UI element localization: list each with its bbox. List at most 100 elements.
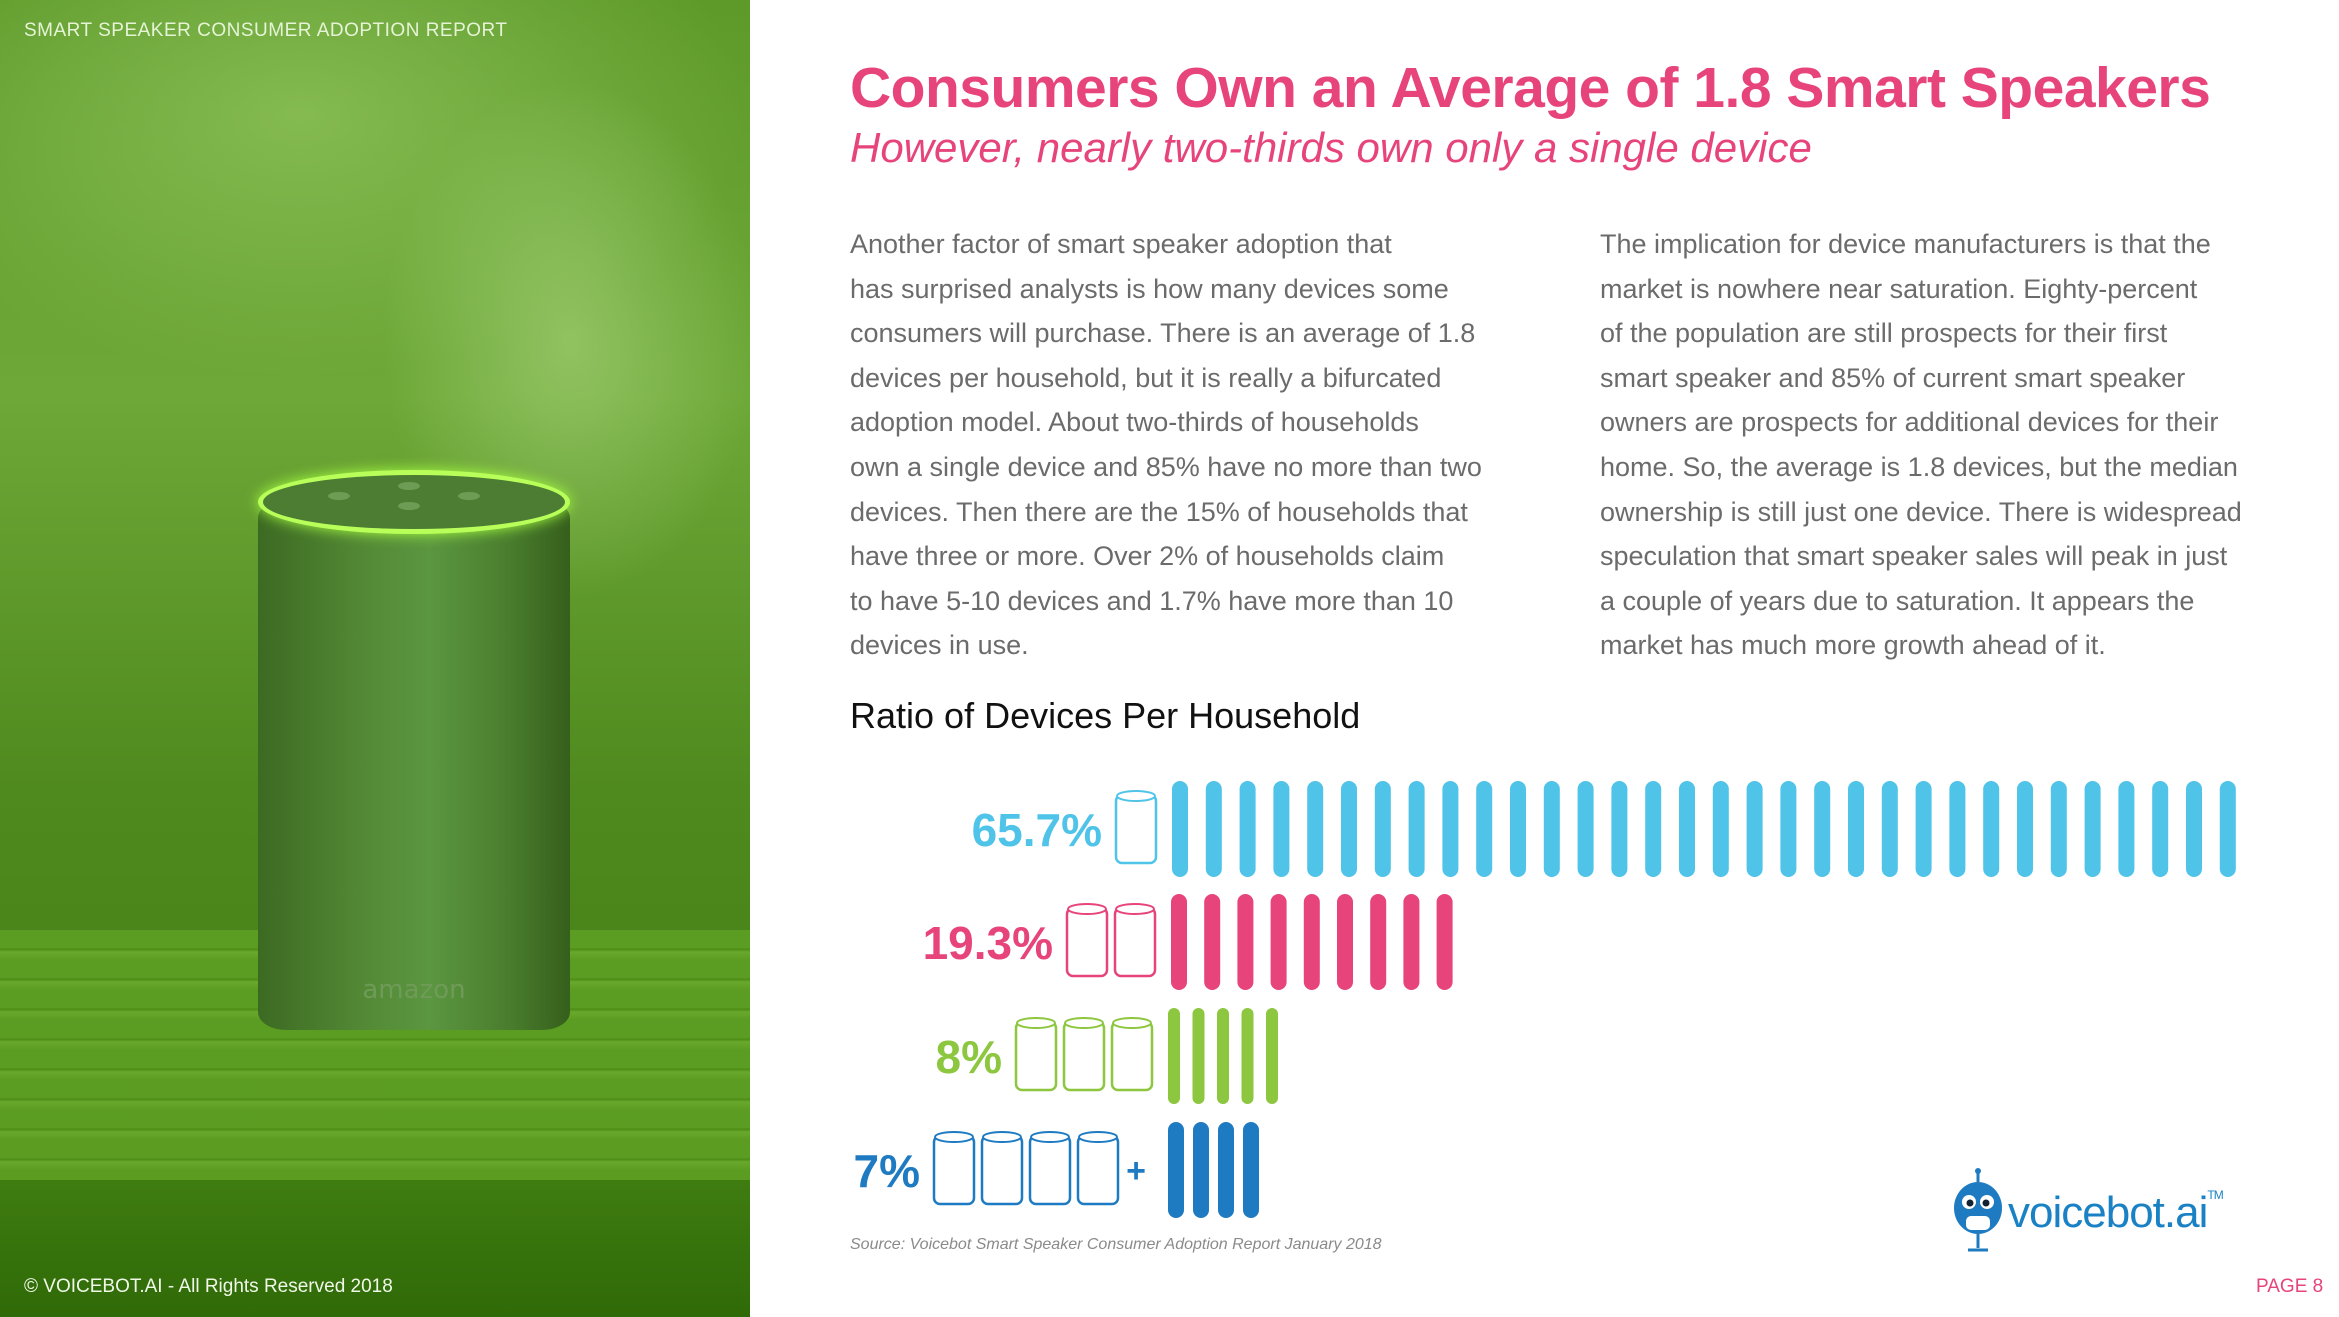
devices-per-household-chart: 65.7% 19.3% 8% 7% +	[854, 781, 2236, 1218]
speaker-device-top	[1030, 1131, 1070, 1143]
percentage-label: 65.7%	[972, 804, 1102, 856]
body-text-line: devices. Then there are the 15% of house…	[850, 496, 1468, 527]
bar-stripe	[1193, 1122, 1209, 1218]
page-number: PAGE 8	[2256, 1276, 2324, 1297]
bar-stripe	[1239, 781, 1256, 877]
body-text-line: home. So, the average is 1.8 devices, bu…	[1600, 451, 2238, 482]
bar-stripe	[2219, 781, 2236, 877]
bar-stripe	[1408, 781, 1425, 877]
bar-stripe	[1266, 1008, 1278, 1104]
body-text-line: have three or more. Over 2% of household…	[850, 541, 1445, 572]
percentage-label: 7%	[854, 1145, 920, 1197]
bar-stripe	[1712, 781, 1729, 877]
body-text-line: to have 5-10 devices and 1.7% have more …	[850, 585, 1454, 616]
bar-stripe	[1645, 781, 1662, 877]
body-text-line: owners are prospects for additional devi…	[1600, 407, 2219, 438]
body-text-line: devices per household, but it is really …	[850, 362, 1442, 393]
logo-text: voicebot.aiTM	[2008, 1188, 2224, 1238]
copyright-footer: © VOICEBOT.AI - All Rights Reserved 2018	[24, 1276, 393, 1297]
bar-stripe	[1192, 1008, 1205, 1104]
speaker-device-icon	[980, 1134, 1024, 1206]
bar-stripe	[1168, 1008, 1180, 1104]
bar-stripe	[1679, 781, 1695, 877]
speaker-device-icon	[1114, 793, 1158, 865]
bar-stripe	[1780, 781, 1797, 877]
bar-stripe	[1983, 781, 2000, 877]
body-text-line: own a single device and 85% have no more…	[850, 451, 1482, 482]
speaker-device-top	[1115, 903, 1155, 915]
bar-stripe	[1543, 781, 1560, 877]
table-edge	[0, 1180, 750, 1317]
bar-stripe	[2017, 781, 2033, 877]
speaker-device-top	[982, 1131, 1022, 1143]
bar-stripe	[1204, 894, 1221, 990]
plus-marker: +	[1126, 1152, 1146, 1190]
speaker-button	[328, 492, 350, 500]
smart-speaker-image: amazon	[258, 470, 570, 1040]
bar-stripe	[1237, 894, 1254, 990]
bar-stripe	[1243, 1122, 1259, 1218]
speaker-device-top	[1016, 1017, 1056, 1029]
body-text-line: Another factor of smart speaker adoption…	[850, 229, 1392, 259]
bar-stripe	[1848, 781, 1864, 877]
bar-stripe	[1949, 781, 1966, 877]
speaker-button	[398, 482, 420, 490]
body-text-line: adoption model. About two-thirds of hous…	[850, 407, 1419, 438]
bar-stripe	[1205, 781, 1222, 877]
bar-stripe	[1241, 1008, 1254, 1104]
percentage-label: 8%	[936, 1031, 1002, 1083]
source-note: Source: Voicebot Smart Speaker Consumer …	[850, 1236, 1382, 1253]
body-text-line: smart speaker and 85% of current smart s…	[1600, 362, 2186, 393]
bar-stripe	[1577, 781, 1594, 877]
speaker-device-top	[1064, 1017, 1104, 1029]
logo-wordmark: voicebot.ai	[2008, 1188, 2208, 1237]
report-header: SMART SPEAKER CONSUMER ADOPTION REPORT	[24, 20, 508, 41]
bar-stripe	[1273, 781, 1290, 877]
bar-stripe	[2084, 781, 2101, 877]
body-text-line: market has much more growth ahead of it.	[1600, 630, 2106, 661]
background-blur	[0, 0, 750, 380]
bar-stripe	[1171, 894, 1187, 990]
speaker-device-icon	[932, 1134, 976, 1206]
hero-image-panel: amazon SMART SPEAKER CONSUMER ADOPTION R…	[0, 0, 750, 1317]
bar-stripe	[1172, 781, 1188, 877]
page-subtitle: However, nearly two-thirds own only a si…	[850, 124, 1812, 171]
bar-stripe	[2186, 781, 2202, 877]
bar-stripe	[1374, 781, 1391, 877]
bar-stripe	[1746, 781, 1763, 877]
body-text-line: ownership is still just one device. Ther…	[1600, 496, 2242, 527]
bar-stripe	[1341, 781, 1357, 877]
speaker-device-icon	[1062, 1020, 1106, 1092]
speaker-button	[458, 492, 480, 500]
bar-stripe	[1436, 894, 1453, 990]
bar-stripe	[2050, 781, 2067, 877]
voicebot-logo: voicebot.aiTM	[1950, 1168, 2240, 1258]
page-title: Consumers Own an Average of 1.8 Smart Sp…	[850, 56, 2211, 120]
speaker-device-icon	[1110, 1020, 1154, 1092]
speaker-body	[258, 500, 570, 1030]
speaker-device-icon	[1028, 1134, 1072, 1206]
body-text-line: speculation that smart speaker sales wil…	[1600, 541, 2228, 572]
body-text-line: a couple of years due to saturation. It …	[1600, 585, 2195, 616]
bar-stripe	[1915, 781, 1932, 877]
speaker-device-top	[1067, 903, 1107, 915]
robot-mascot-icon	[1954, 1168, 2002, 1252]
bar-stripe	[1881, 781, 1898, 877]
speaker-brand-text: amazon	[362, 975, 466, 1005]
speaker-device-icon	[1113, 906, 1157, 978]
bar-stripe	[1442, 781, 1459, 877]
bar-stripe	[1270, 894, 1287, 990]
bar-stripe	[2118, 781, 2135, 877]
body-column-left: Another factor of smart speaker adoption…	[850, 222, 1510, 668]
body-column-right: The implication for device manufacturers…	[1600, 222, 2280, 668]
speaker-device-top	[934, 1131, 974, 1143]
speaker-device-icon	[1076, 1134, 1120, 1206]
body-text-line: market is nowhere near saturation. Eight…	[1600, 273, 2198, 304]
bar-stripe	[1337, 894, 1353, 990]
body-text-line: of the population are still prospects fo…	[1600, 318, 2168, 349]
speaker-device-top	[1112, 1017, 1152, 1029]
bar-stripe	[2152, 781, 2169, 877]
speaker-device-top	[1078, 1131, 1118, 1143]
bar-stripe	[1217, 1008, 1229, 1104]
percentage-label: 19.3%	[923, 917, 1053, 969]
